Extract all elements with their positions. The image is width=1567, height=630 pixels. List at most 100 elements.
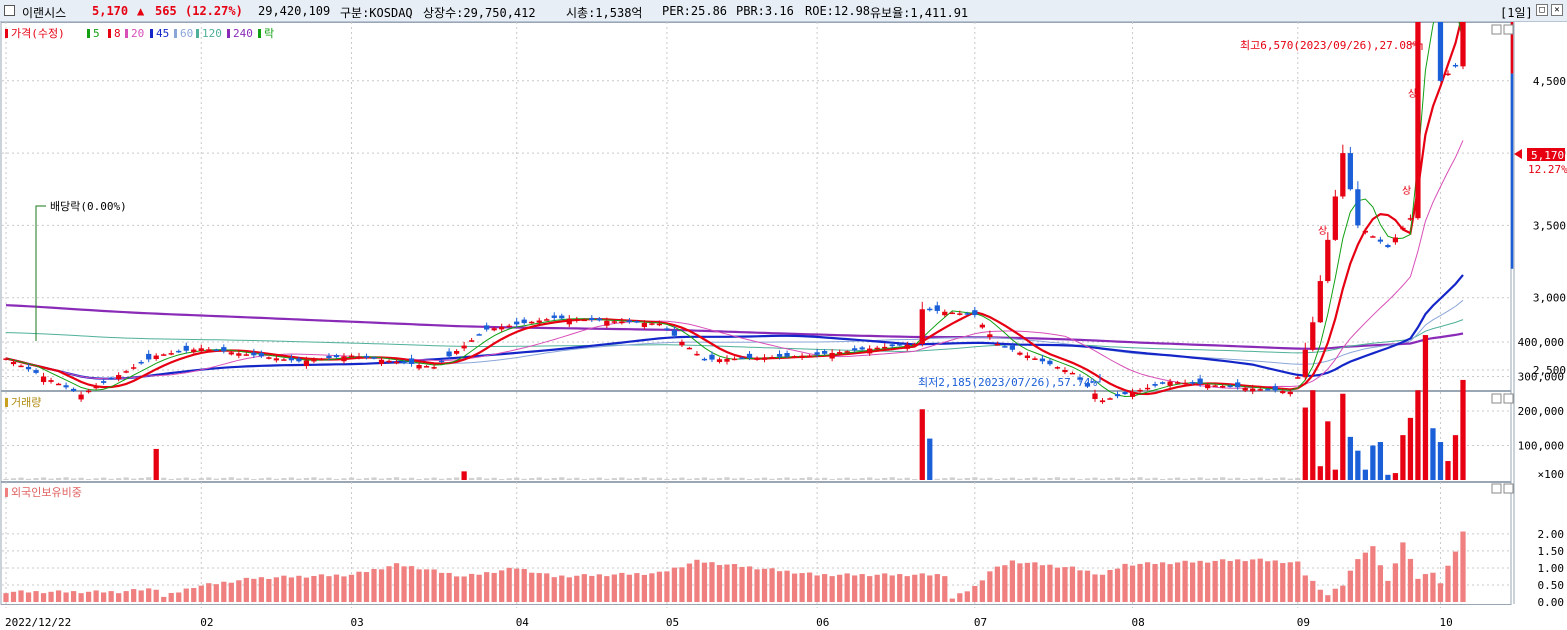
candle bbox=[1257, 389, 1263, 391]
candle bbox=[1069, 372, 1076, 375]
volume-bar bbox=[927, 438, 933, 480]
volume-bar bbox=[799, 477, 805, 480]
volume-bar bbox=[619, 477, 625, 480]
candle bbox=[641, 322, 648, 328]
candle bbox=[408, 358, 415, 364]
foreign-ratio-bar bbox=[40, 593, 47, 602]
candle bbox=[1295, 377, 1301, 379]
candle bbox=[829, 352, 835, 359]
foreign-ratio-bar bbox=[1167, 564, 1173, 602]
price-change: 565 bbox=[155, 4, 177, 18]
candle bbox=[656, 323, 663, 326]
volume-bar bbox=[3, 478, 9, 480]
volume-bar bbox=[131, 478, 137, 480]
candle bbox=[1287, 391, 1293, 395]
foreign-ratio-bar bbox=[874, 574, 880, 602]
foreign-ratio-bar bbox=[1392, 563, 1399, 602]
volume-bar bbox=[146, 477, 152, 480]
panel-border-0 bbox=[0, 22, 1512, 391]
foreign-ratio-bar bbox=[1047, 564, 1053, 602]
foreign-ratio-bar bbox=[213, 584, 219, 602]
price-panel-close-icon[interactable] bbox=[1503, 24, 1514, 35]
candle bbox=[386, 360, 392, 363]
candle bbox=[273, 358, 279, 361]
foreign-ratio-bar bbox=[251, 578, 257, 602]
foreign-ratio-bar bbox=[311, 575, 317, 602]
candle bbox=[131, 367, 137, 369]
foreign-ratio-bar bbox=[123, 591, 129, 602]
candle bbox=[258, 352, 264, 357]
volume-bar bbox=[1220, 477, 1226, 480]
foreign-ratio-bar bbox=[476, 574, 482, 602]
select-checkbox[interactable] bbox=[4, 5, 15, 16]
volume-bar bbox=[1287, 478, 1293, 480]
candle bbox=[1250, 388, 1256, 392]
candle bbox=[979, 324, 985, 328]
volume-bar bbox=[1422, 335, 1429, 480]
candle bbox=[761, 357, 768, 360]
foreign-panel-minimize-icon[interactable] bbox=[1491, 483, 1502, 494]
volume-bar bbox=[1092, 477, 1098, 480]
period-selector[interactable]: [1일] bbox=[1500, 6, 1533, 20]
foreign-ratio-bar bbox=[1092, 574, 1098, 602]
foreign-ratio-bar bbox=[1317, 589, 1323, 602]
volume-bar bbox=[671, 478, 678, 480]
candle bbox=[1002, 346, 1008, 348]
ma5-legend: 5 bbox=[93, 27, 100, 40]
foreign-ratio-bar bbox=[1054, 567, 1061, 602]
foreign-ratio-bar bbox=[1242, 561, 1248, 602]
foreign-ratio-bar bbox=[356, 571, 362, 602]
candle bbox=[1092, 393, 1098, 400]
foreign-ratio-bar bbox=[198, 585, 204, 602]
foreign-ratio-bar bbox=[1190, 562, 1196, 602]
maximize-icon[interactable]: □ bbox=[1536, 4, 1548, 16]
volume-bar bbox=[972, 477, 978, 480]
volume-bar bbox=[1430, 428, 1436, 480]
volume-panel-close-icon[interactable] bbox=[1503, 393, 1514, 404]
candle bbox=[491, 328, 497, 331]
foreign-ratio-bar bbox=[221, 581, 227, 602]
foreign-ratio-bar bbox=[228, 582, 234, 602]
foreign-ratio-bar bbox=[852, 575, 858, 602]
foreign-ratio-bar bbox=[1460, 531, 1466, 602]
foreign-ratio-bar bbox=[1295, 561, 1301, 602]
close-icon[interactable]: ✕ bbox=[1551, 4, 1563, 16]
foreign-ratio-bar bbox=[529, 572, 535, 602]
volume-bar bbox=[40, 477, 47, 480]
candle bbox=[161, 354, 167, 356]
candle bbox=[604, 320, 610, 326]
volume-bar bbox=[679, 477, 685, 480]
volume-bar bbox=[1227, 478, 1233, 480]
foreign-ratio-bar bbox=[303, 577, 310, 602]
candle bbox=[784, 352, 790, 357]
candle bbox=[1167, 381, 1173, 386]
volume-bar bbox=[438, 478, 445, 480]
volume-bar bbox=[596, 477, 602, 480]
volume-panel-minimize-icon[interactable] bbox=[1491, 393, 1502, 404]
candle bbox=[544, 319, 550, 321]
volume-bar bbox=[431, 477, 437, 480]
candle bbox=[927, 308, 933, 311]
foreign-ratio-bar bbox=[1235, 559, 1241, 602]
volume-bar bbox=[183, 477, 189, 480]
candle bbox=[1190, 382, 1196, 384]
foreign-ratio-bar bbox=[1377, 565, 1384, 602]
candle bbox=[333, 355, 340, 358]
volume-bar bbox=[1460, 379, 1466, 480]
price-panel-minimize-icon[interactable] bbox=[1491, 24, 1502, 35]
foreign-ratio-bar bbox=[1430, 572, 1436, 602]
volume-bar bbox=[1235, 477, 1241, 480]
foreign-panel-close-icon[interactable] bbox=[1503, 483, 1514, 494]
ma45-legend: 45 bbox=[156, 27, 169, 40]
ma120-legend: 120 bbox=[202, 27, 222, 40]
volume-bar bbox=[806, 477, 813, 480]
candle bbox=[281, 359, 287, 361]
foreign-tick-label-2: 1.00 bbox=[1538, 562, 1565, 575]
volume-bar bbox=[1190, 478, 1196, 480]
candle bbox=[1122, 392, 1128, 395]
foreign-ratio-bar bbox=[1452, 551, 1459, 602]
foreign-tick-label-4: 0.00 bbox=[1538, 596, 1565, 609]
candle bbox=[453, 350, 460, 354]
panel-buttons bbox=[1491, 24, 1514, 494]
foreign-ratio-bar bbox=[138, 590, 144, 602]
